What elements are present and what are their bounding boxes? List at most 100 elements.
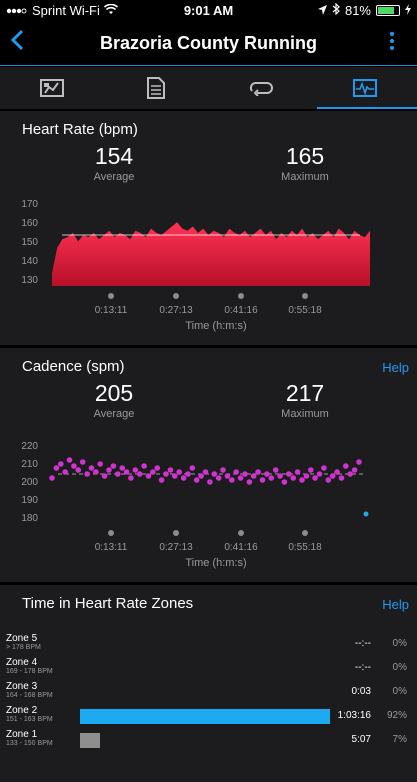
zone-time: 5:07 (351, 734, 371, 745)
zone-range: 151 - 163 BPM (6, 716, 53, 723)
hr-x-tick: 0:13:11 (94, 305, 128, 316)
cadence-point (106, 467, 112, 473)
cadence-point (334, 469, 340, 475)
heart-rate-chart (52, 222, 370, 286)
zone-time: 1:03:16 (337, 710, 371, 721)
cadence-point (308, 467, 314, 473)
cadence-point (351, 467, 358, 473)
cad-y-tick: 180 (21, 513, 38, 524)
cadence-point (185, 471, 191, 477)
tab-charts[interactable] (313, 67, 417, 109)
cadence-point (246, 479, 253, 485)
cadence-point (75, 467, 82, 473)
cadence-point (167, 467, 174, 473)
document-icon (147, 77, 166, 99)
zone-bar (80, 733, 100, 748)
cadence-point (158, 477, 165, 483)
cadence-point (250, 473, 257, 479)
cadence-point (211, 471, 218, 477)
signal-icon (6, 3, 28, 18)
cad-y-tick: 200 (21, 477, 38, 488)
cadence-point (53, 465, 60, 471)
zone-name: Zone 1 (6, 729, 38, 740)
zone-range: > 178 BPM (6, 644, 41, 651)
cadence-help-link[interactable]: Help (382, 360, 409, 375)
status-left: Sprint Wi-Fi (6, 3, 118, 18)
cadence-point (202, 469, 209, 475)
more-options-button[interactable] (389, 32, 395, 53)
heart-rate-area (52, 222, 370, 286)
cadence-point (325, 477, 332, 483)
back-button[interactable] (10, 28, 24, 56)
tab-bar (0, 67, 417, 109)
more-dot (390, 46, 394, 50)
cadence-point (62, 469, 68, 475)
cadence-average-label: Average (93, 408, 135, 420)
cadence-point (215, 475, 222, 481)
cadence-average-value: 205 (94, 380, 134, 406)
nav-bar: Brazoria County Running (0, 22, 417, 66)
cad-y-tick: 220 (21, 441, 38, 452)
cadence-point (172, 473, 178, 479)
hr-zones-help-link[interactable]: Help (382, 597, 409, 612)
zone-time: 0:03 (351, 686, 371, 697)
cad-x-tick: 0:55:18 (288, 542, 322, 553)
cadence-point (224, 473, 231, 479)
hr-x-tick-dot (108, 293, 114, 299)
cadence-point (97, 461, 103, 467)
cadence-point (286, 471, 292, 477)
zone-percent: 92% (386, 710, 407, 721)
cadence-point (233, 469, 239, 475)
cad-x-tick-dot (173, 530, 179, 536)
zone-percent: 0% (392, 686, 407, 697)
cadence-point (176, 469, 182, 475)
cadence-point (110, 463, 117, 469)
carrier-label: Sprint Wi-Fi (32, 3, 100, 18)
cadence-point (290, 475, 296, 481)
status-time: 9:01 AM (183, 3, 234, 18)
cadence-maximum-label: Maximum (281, 408, 329, 420)
status-right: 81% (317, 2, 411, 18)
cadence-point (259, 477, 266, 483)
cadence-point (363, 511, 369, 517)
map-icon (40, 79, 65, 97)
zone-range: 164 - 168 BPM (6, 692, 53, 699)
heart-rate-average: 154 Average (54, 143, 174, 183)
zone-percent: 7% (392, 734, 407, 745)
hr-x-tick: 0:55:18 (288, 305, 322, 316)
zone-range: 133 - 150 BPM (6, 740, 53, 747)
cadence-point (294, 469, 301, 475)
wifi-icon (103, 3, 118, 18)
cad-x-axis-title: Time (h:m:s) (185, 557, 247, 569)
charging-icon (405, 3, 411, 18)
status-bar: Sprint Wi-Fi 9:01 AM 81% (0, 0, 417, 22)
cadence-point (145, 473, 152, 479)
cadence-point (180, 475, 187, 481)
cadence-point (207, 479, 213, 485)
tab-details[interactable] (104, 67, 208, 109)
zone-percent: 0% (392, 638, 407, 649)
cadence-point (272, 467, 279, 473)
tab-laps[interactable] (209, 67, 313, 109)
cadence-point (343, 463, 349, 469)
location-icon (317, 3, 327, 18)
cadence-point (49, 475, 55, 481)
cadence-point (128, 475, 134, 481)
hr-y-tick: 130 (21, 275, 38, 286)
cadence-point (277, 473, 283, 479)
battery-percent: 81% (344, 3, 371, 18)
cadence-point (281, 479, 288, 485)
zone-percent: 0% (392, 662, 407, 673)
cadence-point (312, 475, 318, 481)
cadence-point (150, 469, 156, 475)
cadence-point (220, 467, 226, 473)
zone-row: Zone 1 133 - 150 BPM 5:07 7% (0, 729, 417, 751)
hr-zones-title: Time in Heart Rate Zones (22, 595, 194, 612)
cadence-average: 205 Average (54, 380, 174, 420)
hr-y-tick: 140 (21, 256, 38, 267)
tab-map[interactable] (0, 67, 104, 109)
cadence-point (58, 461, 64, 467)
laps-icon (249, 82, 273, 96)
cadence-point (321, 465, 327, 471)
more-dot (390, 39, 394, 43)
